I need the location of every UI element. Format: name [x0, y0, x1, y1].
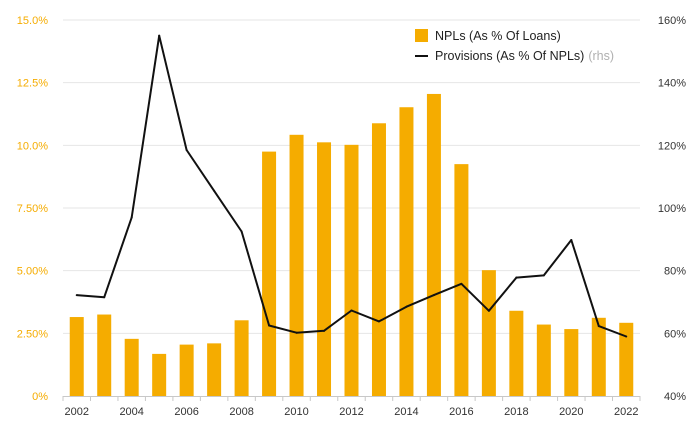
x-tick-label: 2008 — [229, 406, 253, 418]
provisions-point-2018 — [515, 276, 518, 279]
x-tick-label: 2006 — [174, 406, 198, 418]
legend-label-provisions-rhs: (rhs) — [588, 49, 614, 63]
provisions-point-2014 — [405, 305, 408, 308]
npl-bars — [69, 93, 634, 397]
provisions-point-2006 — [185, 149, 188, 152]
provisions-point-2017 — [487, 309, 490, 312]
npl-bar-2009 — [262, 151, 277, 396]
x-tick-label: 2012 — [339, 406, 363, 418]
y-left-tick-label: 2.50% — [17, 328, 48, 340]
axes — [62, 396, 641, 401]
npl-bar-2014 — [399, 107, 414, 397]
provisions-point-2002 — [75, 294, 78, 297]
y-right-tick-label: 160% — [658, 15, 686, 27]
x-tick-label: 2014 — [394, 406, 418, 418]
y-left-tick-label: 12.5% — [17, 78, 48, 90]
y-left-tick-label: 5.00% — [17, 266, 48, 278]
npl-bar-2016 — [454, 164, 469, 396]
npl-bar-2007 — [207, 343, 222, 396]
legend-swatch-npls — [415, 29, 428, 42]
provisions-line-group — [75, 34, 628, 338]
npl-bar-2003 — [97, 314, 112, 396]
npl-bar-2005 — [152, 353, 167, 396]
x-tick-label: 2004 — [119, 406, 143, 418]
x-tick-label: 2018 — [504, 406, 528, 418]
y-right-tick-label: 100% — [658, 203, 686, 215]
x-tick-label: 2022 — [614, 406, 638, 418]
provisions-point-2009 — [268, 324, 271, 327]
npl-bar-2021 — [591, 317, 606, 396]
provisions-point-2005 — [158, 34, 161, 37]
npl-bar-2020 — [564, 329, 579, 396]
npl-bar-2004 — [124, 338, 139, 396]
provisions-point-2020 — [570, 238, 573, 241]
tick-labels: 0% 40% 2.50% 60% 5.00% 80% 7.50% 100% 10.0% 120% 1… — [17, 15, 686, 418]
npl-bar-2012 — [344, 144, 359, 396]
provisions-point-2011 — [323, 329, 326, 332]
y-right-tick-label: 40% — [664, 391, 686, 403]
x-tick-label: 2002 — [64, 406, 88, 418]
y-left-tick-label: 10.0% — [17, 140, 48, 152]
provisions-point-2010 — [295, 331, 298, 334]
y-right-tick-label: 60% — [664, 328, 686, 340]
provisions-point-2019 — [542, 274, 545, 277]
provisions-point-2003 — [103, 296, 106, 299]
provisions-point-2021 — [597, 325, 600, 328]
npl-bar-2011 — [317, 142, 332, 396]
provisions-point-2022 — [625, 335, 628, 338]
npl-bar-2019 — [536, 324, 551, 396]
x-tick-label: 2010 — [284, 406, 308, 418]
npl-bar-2002 — [69, 317, 84, 396]
legend: NPLs (As % Of Loans) Provisions (As % Of… — [415, 29, 614, 63]
y-left-tick-label: 0% — [32, 391, 48, 403]
npl-bar-2017 — [481, 270, 496, 396]
y-left-tick-label: 15.0% — [17, 15, 48, 27]
provisions-point-2016 — [460, 282, 463, 285]
y-right-tick-label: 140% — [658, 78, 686, 90]
legend-label-provisions-main: Provisions (As % Of NPLs) — [435, 49, 584, 63]
npl-bar-2018 — [509, 310, 524, 396]
npl-bar-2010 — [289, 134, 304, 396]
y-right-tick-label: 120% — [658, 140, 686, 152]
npl-bar-2015 — [426, 93, 441, 397]
provisions-point-2008 — [240, 230, 243, 233]
npl-bar-2022 — [619, 322, 634, 396]
y-left-tick-label: 7.50% — [17, 203, 48, 215]
x-tick-label: 2016 — [449, 406, 473, 418]
provisions-point-2007 — [213, 189, 216, 192]
npl-bar-2013 — [371, 123, 386, 397]
npl-bar-2006 — [179, 344, 194, 396]
x-tick-label: 2020 — [559, 406, 583, 418]
provisions-point-2012 — [350, 309, 353, 312]
legend-label-provisions: Provisions (As % Of NPLs) (rhs) — [435, 49, 614, 63]
provisions-point-2004 — [130, 216, 133, 219]
y-right-tick-label: 80% — [664, 266, 686, 278]
provisions-point-2015 — [432, 294, 435, 297]
provisions-point-2013 — [377, 320, 380, 323]
npl-bar-2008 — [234, 320, 249, 396]
legend-label-npls: NPLs (As % Of Loans) — [435, 29, 561, 43]
